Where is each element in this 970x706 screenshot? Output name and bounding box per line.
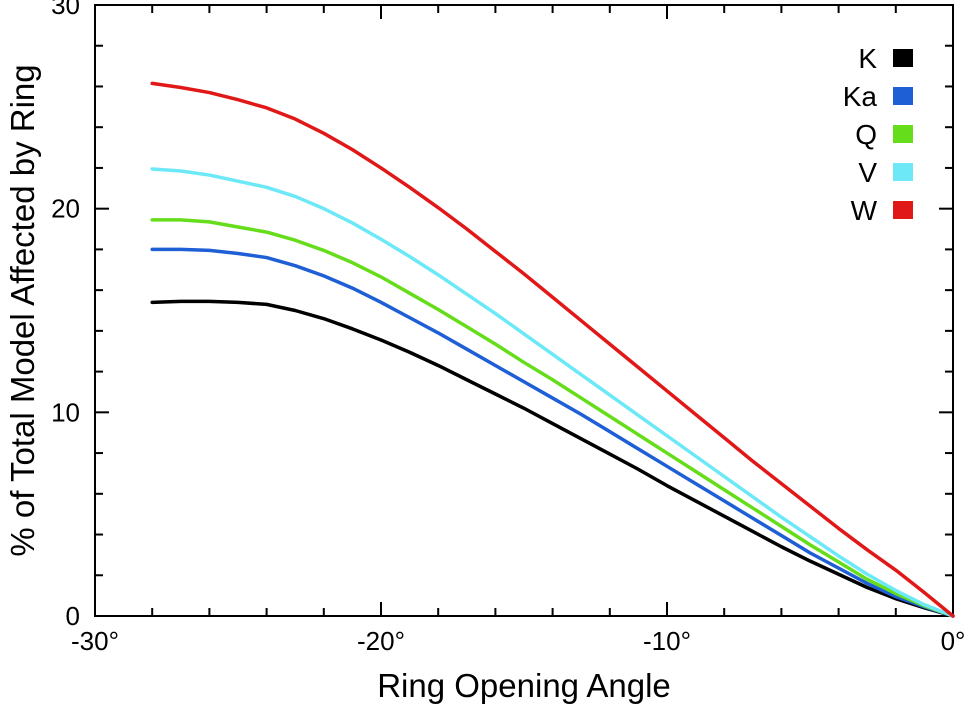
legend-swatch-k [893,49,913,67]
legend-label-k: K [858,43,877,74]
series-line-ka [150,247,955,618]
legend-swatch-v [893,163,913,181]
x-tick-labels: -30° -20° -10° 0° [71,626,965,656]
y-tick-label: 20 [51,194,80,224]
axis-ticks [94,4,954,617]
series-line-q [150,218,955,618]
legend-swatch-w [893,201,913,219]
legend-label-v: V [858,157,877,188]
series-line-k [150,299,955,618]
x-tick-label: -10° [643,626,691,656]
y-tick-label: 10 [51,397,80,427]
legend-swatch-q [893,125,913,143]
legend: K Ka QVW [843,43,913,226]
legend-label-q: Q [855,119,877,150]
series-line-v [150,167,955,618]
y-tick-label: 30 [51,0,80,20]
x-axis-title: Ring Opening Angle [377,667,671,704]
legend-label-ka: Ka [843,81,878,112]
plot-frame [94,4,954,617]
series-line-w [150,81,955,618]
legend-swatch-ka [893,87,913,105]
x-tick-label: 0° [941,626,966,656]
legend-label-w: W [851,195,878,226]
x-tick-label: -30° [71,626,119,656]
series-lines [150,81,955,618]
y-tick-label: 0 [66,601,80,631]
y-axis-title: % of Total Model Affected by Ring [4,64,41,556]
x-tick-label: -20° [357,626,405,656]
y-tick-labels: 0 10 20 30 [51,0,80,631]
